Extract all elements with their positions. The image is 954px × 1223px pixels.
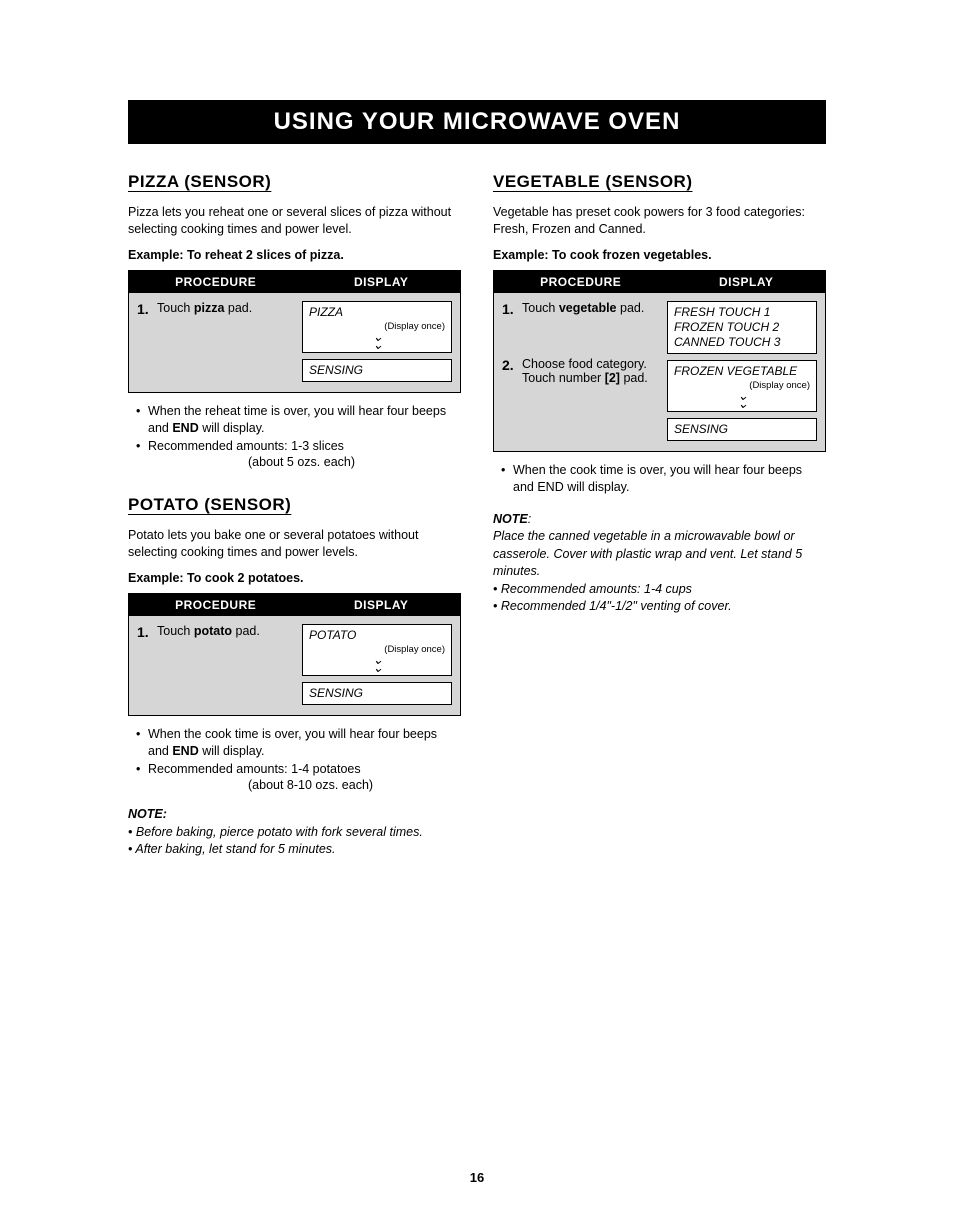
step-text: Touch [522, 301, 559, 315]
display-box: SENSING [302, 682, 452, 705]
content-columns: PIZZA (SENSOR) Pizza lets you reheat one… [128, 172, 826, 859]
display-value: PIZZA [309, 305, 343, 319]
potato-example: Example: To cook 2 potatoes. [128, 571, 461, 585]
left-column: PIZZA (SENSOR) Pizza lets you reheat one… [128, 172, 461, 859]
vegetable-note: NOTE: Place the canned vegetable in a mi… [493, 511, 826, 616]
right-column: VEGETABLE (SENSOR) Vegetable has preset … [493, 172, 826, 859]
display-box: POTATO (Display once) ⌄ ⌄ [302, 624, 452, 676]
display-box: FRESH TOUCH 1 FROZEN TOUCH 2 CANNED TOUC… [667, 301, 817, 354]
potato-procedure-table: PROCEDURE DISPLAY 1. Touch potato pad. P… [128, 593, 461, 716]
step-text-suffix: pad. [617, 301, 645, 315]
bullet: When the reheat time is over, you will h… [140, 403, 461, 438]
display-value: FROZEN VEGETABLE [674, 364, 797, 378]
pizza-procedure-table: PROCEDURE DISPLAY 1. Touch pizza pad. PI… [128, 270, 461, 393]
step-text-suffix: pad. [224, 301, 252, 315]
note-label: NOTE [493, 512, 528, 526]
note-line: Recommended amounts: 1-4 cups [501, 582, 692, 596]
arrow-icon: ⌄ ⌄ [309, 333, 445, 349]
col-display: DISPLAY [667, 271, 825, 293]
page-number: 16 [0, 1170, 954, 1185]
display-box: SENSING [667, 418, 817, 441]
vegetable-step-2: 2. Choose food category. Touch number [2… [502, 357, 667, 385]
col-procedure: PROCEDURE [494, 271, 667, 293]
bullet: When the cook time is over, you will hea… [140, 726, 461, 761]
potato-step-1: 1. Touch potato pad. [137, 624, 302, 640]
col-procedure: PROCEDURE [129, 594, 302, 616]
vegetable-procedure-table: PROCEDURE DISPLAY 1. Touch vegetable pad… [493, 270, 826, 452]
potato-intro: Potato lets you bake one or several pota… [128, 527, 461, 561]
vegetable-intro: Vegetable has preset cook powers for 3 f… [493, 204, 826, 238]
arrow-icon: ⌄ ⌄ [674, 392, 810, 408]
step-bold: pizza [194, 301, 225, 315]
vegetable-heading: VEGETABLE (SENSOR) [493, 172, 826, 192]
display-box: SENSING [302, 359, 452, 382]
pizza-example: Example: To reheat 2 slices of pizza. [128, 248, 461, 262]
col-procedure: PROCEDURE [129, 271, 302, 293]
col-display: DISPLAY [302, 594, 460, 616]
step-text: Touch [157, 301, 194, 315]
pizza-intro: Pizza lets you reheat one or several sli… [128, 204, 461, 238]
bullet-sub: (about 5 ozs. each) [128, 455, 461, 469]
step-text-suffix: pad. [232, 624, 260, 638]
page-title-bar: USING YOUR MICROWAVE OVEN [128, 100, 826, 144]
col-display: DISPLAY [302, 271, 460, 293]
bullet: Recommended amounts: 1-3 slices [140, 438, 461, 456]
vegetable-example: Example: To cook frozen vegetables. [493, 248, 826, 262]
pizza-notes: When the reheat time is over, you will h… [128, 403, 461, 456]
step-bold: [2] [605, 371, 620, 385]
bullet-sub: (about 8-10 ozs. each) [128, 778, 461, 792]
step-bold: potato [194, 624, 232, 638]
table-header: PROCEDURE DISPLAY [494, 271, 825, 293]
vegetable-notes: When the cook time is over, you will hea… [493, 462, 826, 497]
potato-notes: When the cook time is over, you will hea… [128, 726, 461, 779]
pizza-heading: PIZZA (SENSOR) [128, 172, 461, 192]
note-line: Before baking, pierce potato with fork s… [136, 825, 423, 839]
step-text-suffix: pad. [620, 371, 648, 385]
bullet: Recommended amounts: 1-4 potatoes [140, 761, 461, 779]
note-line: After baking, let stand for 5 minutes. [135, 842, 335, 856]
table-header: PROCEDURE DISPLAY [129, 271, 460, 293]
step-text: Touch [157, 624, 194, 638]
potato-note: NOTE: • Before baking, pierce potato wit… [128, 806, 461, 859]
note-line: Recommended 1/4"-1/2" venting of cover. [501, 599, 732, 613]
vegetable-step-1: 1. Touch vegetable pad. [502, 301, 667, 317]
step-bold: vegetable [559, 301, 617, 315]
bullet: When the cook time is over, you will hea… [505, 462, 826, 497]
potato-heading: POTATO (SENSOR) [128, 495, 461, 515]
arrow-icon: ⌄ ⌄ [309, 656, 445, 672]
display-value: POTATO [309, 628, 356, 642]
display-box: FROZEN VEGETABLE (Display once) ⌄ ⌄ [667, 360, 817, 412]
note-label: NOTE: [128, 807, 167, 821]
pizza-step-1: 1. Touch pizza pad. [137, 301, 302, 317]
display-box: PIZZA (Display once) ⌄ ⌄ [302, 301, 452, 353]
table-header: PROCEDURE DISPLAY [129, 594, 460, 616]
note-body: Place the canned vegetable in a microwav… [493, 529, 802, 578]
